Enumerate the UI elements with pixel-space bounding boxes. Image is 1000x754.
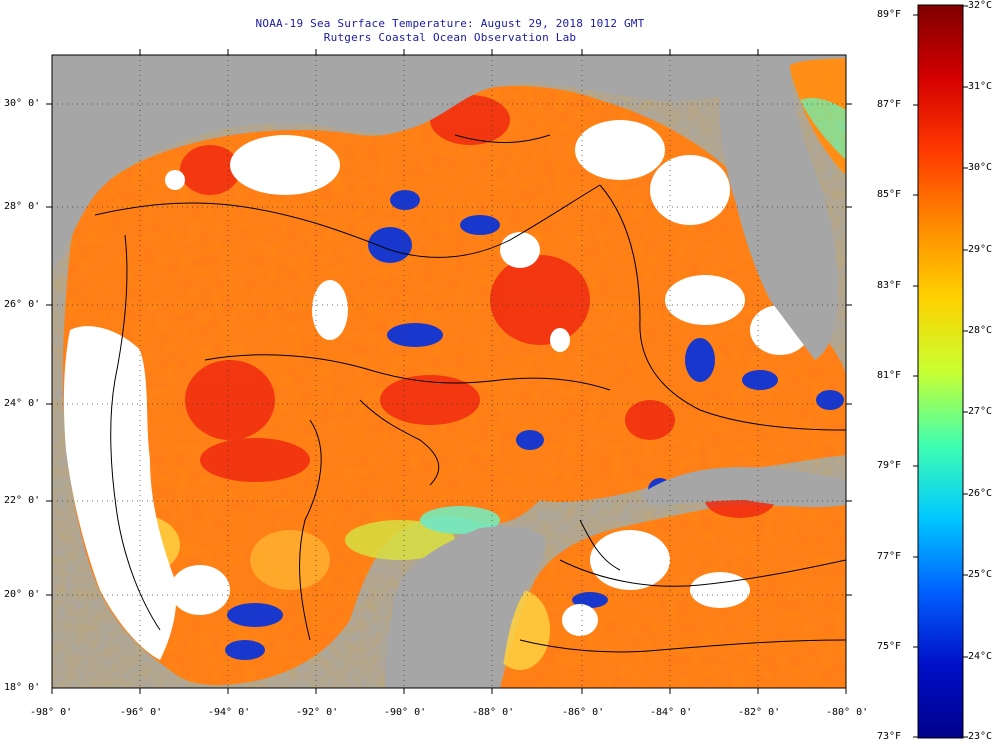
north-coast-land [52,55,846,270]
colorbar-f-label: 83°F [877,280,902,291]
colorbar-f-label: 89°F [877,9,902,20]
colorbar-ticks [913,5,968,738]
colorbar-f-label: 87°F [877,99,902,110]
colorbar-c-label: 32°C [968,0,993,11]
colorbar-f-label: 77°F [877,551,902,562]
lat-label: 22° 0' [4,495,41,506]
colorbar-c-label: 23°C [968,731,993,742]
yucatan-land [385,526,546,688]
colorbar-f-label: 75°F [877,641,902,652]
colorbar-c-label: 29°C [968,244,993,255]
colorbar-c-label: 26°C [968,488,993,499]
lat-label: 28° 0' [4,201,41,212]
lon-label: -96° 0' [120,707,163,718]
lon-label: -94° 0' [208,707,251,718]
cuba-land [640,467,846,508]
colorbar-f-label: 85°F [877,189,902,200]
lon-label: -82° 0' [738,707,781,718]
map-frame [51,54,847,689]
lon-label: -84° 0' [650,707,693,718]
axis-ticks [46,49,852,694]
colorbar-c-label: 30°C [968,162,993,173]
colorbar-c-label: 24°C [968,651,993,662]
colorbar-c-label: 31°C [968,81,993,92]
bathymetry-contours [94,134,846,653]
florida-land [719,55,839,360]
colorbar-f-label: 81°F [877,370,902,381]
lon-label: -86° 0' [562,707,605,718]
colorbar-f-label: 73°F [877,731,902,742]
map-plot [52,55,846,688]
lon-label: -88° 0' [472,707,515,718]
lat-label: 26° 0' [4,299,41,310]
lon-label: -92° 0' [296,707,339,718]
graticule [52,55,846,688]
cloud-mask [63,120,810,660]
lat-label: 18° 0' [4,682,41,693]
colorbar-c-label: 27°C [968,406,993,417]
lat-label: 24° 0' [4,398,41,409]
colorbar [917,4,964,739]
map-subtitle: Rutgers Coastal Ocean Observation Lab [323,31,577,44]
lon-label: -90° 0' [384,707,427,718]
map-title: NOAA-19 Sea Surface Temperature: August … [255,17,645,30]
lat-label: 20° 0' [4,589,41,600]
lon-label: -98° 0' [30,707,73,718]
colorbar-f-label: 79°F [877,460,902,471]
colorbar-c-label: 28°C [968,325,993,336]
colorbar-c-label: 25°C [968,569,993,580]
lon-label: -80° 0' [826,707,869,718]
lat-label: 30° 0' [4,98,41,109]
